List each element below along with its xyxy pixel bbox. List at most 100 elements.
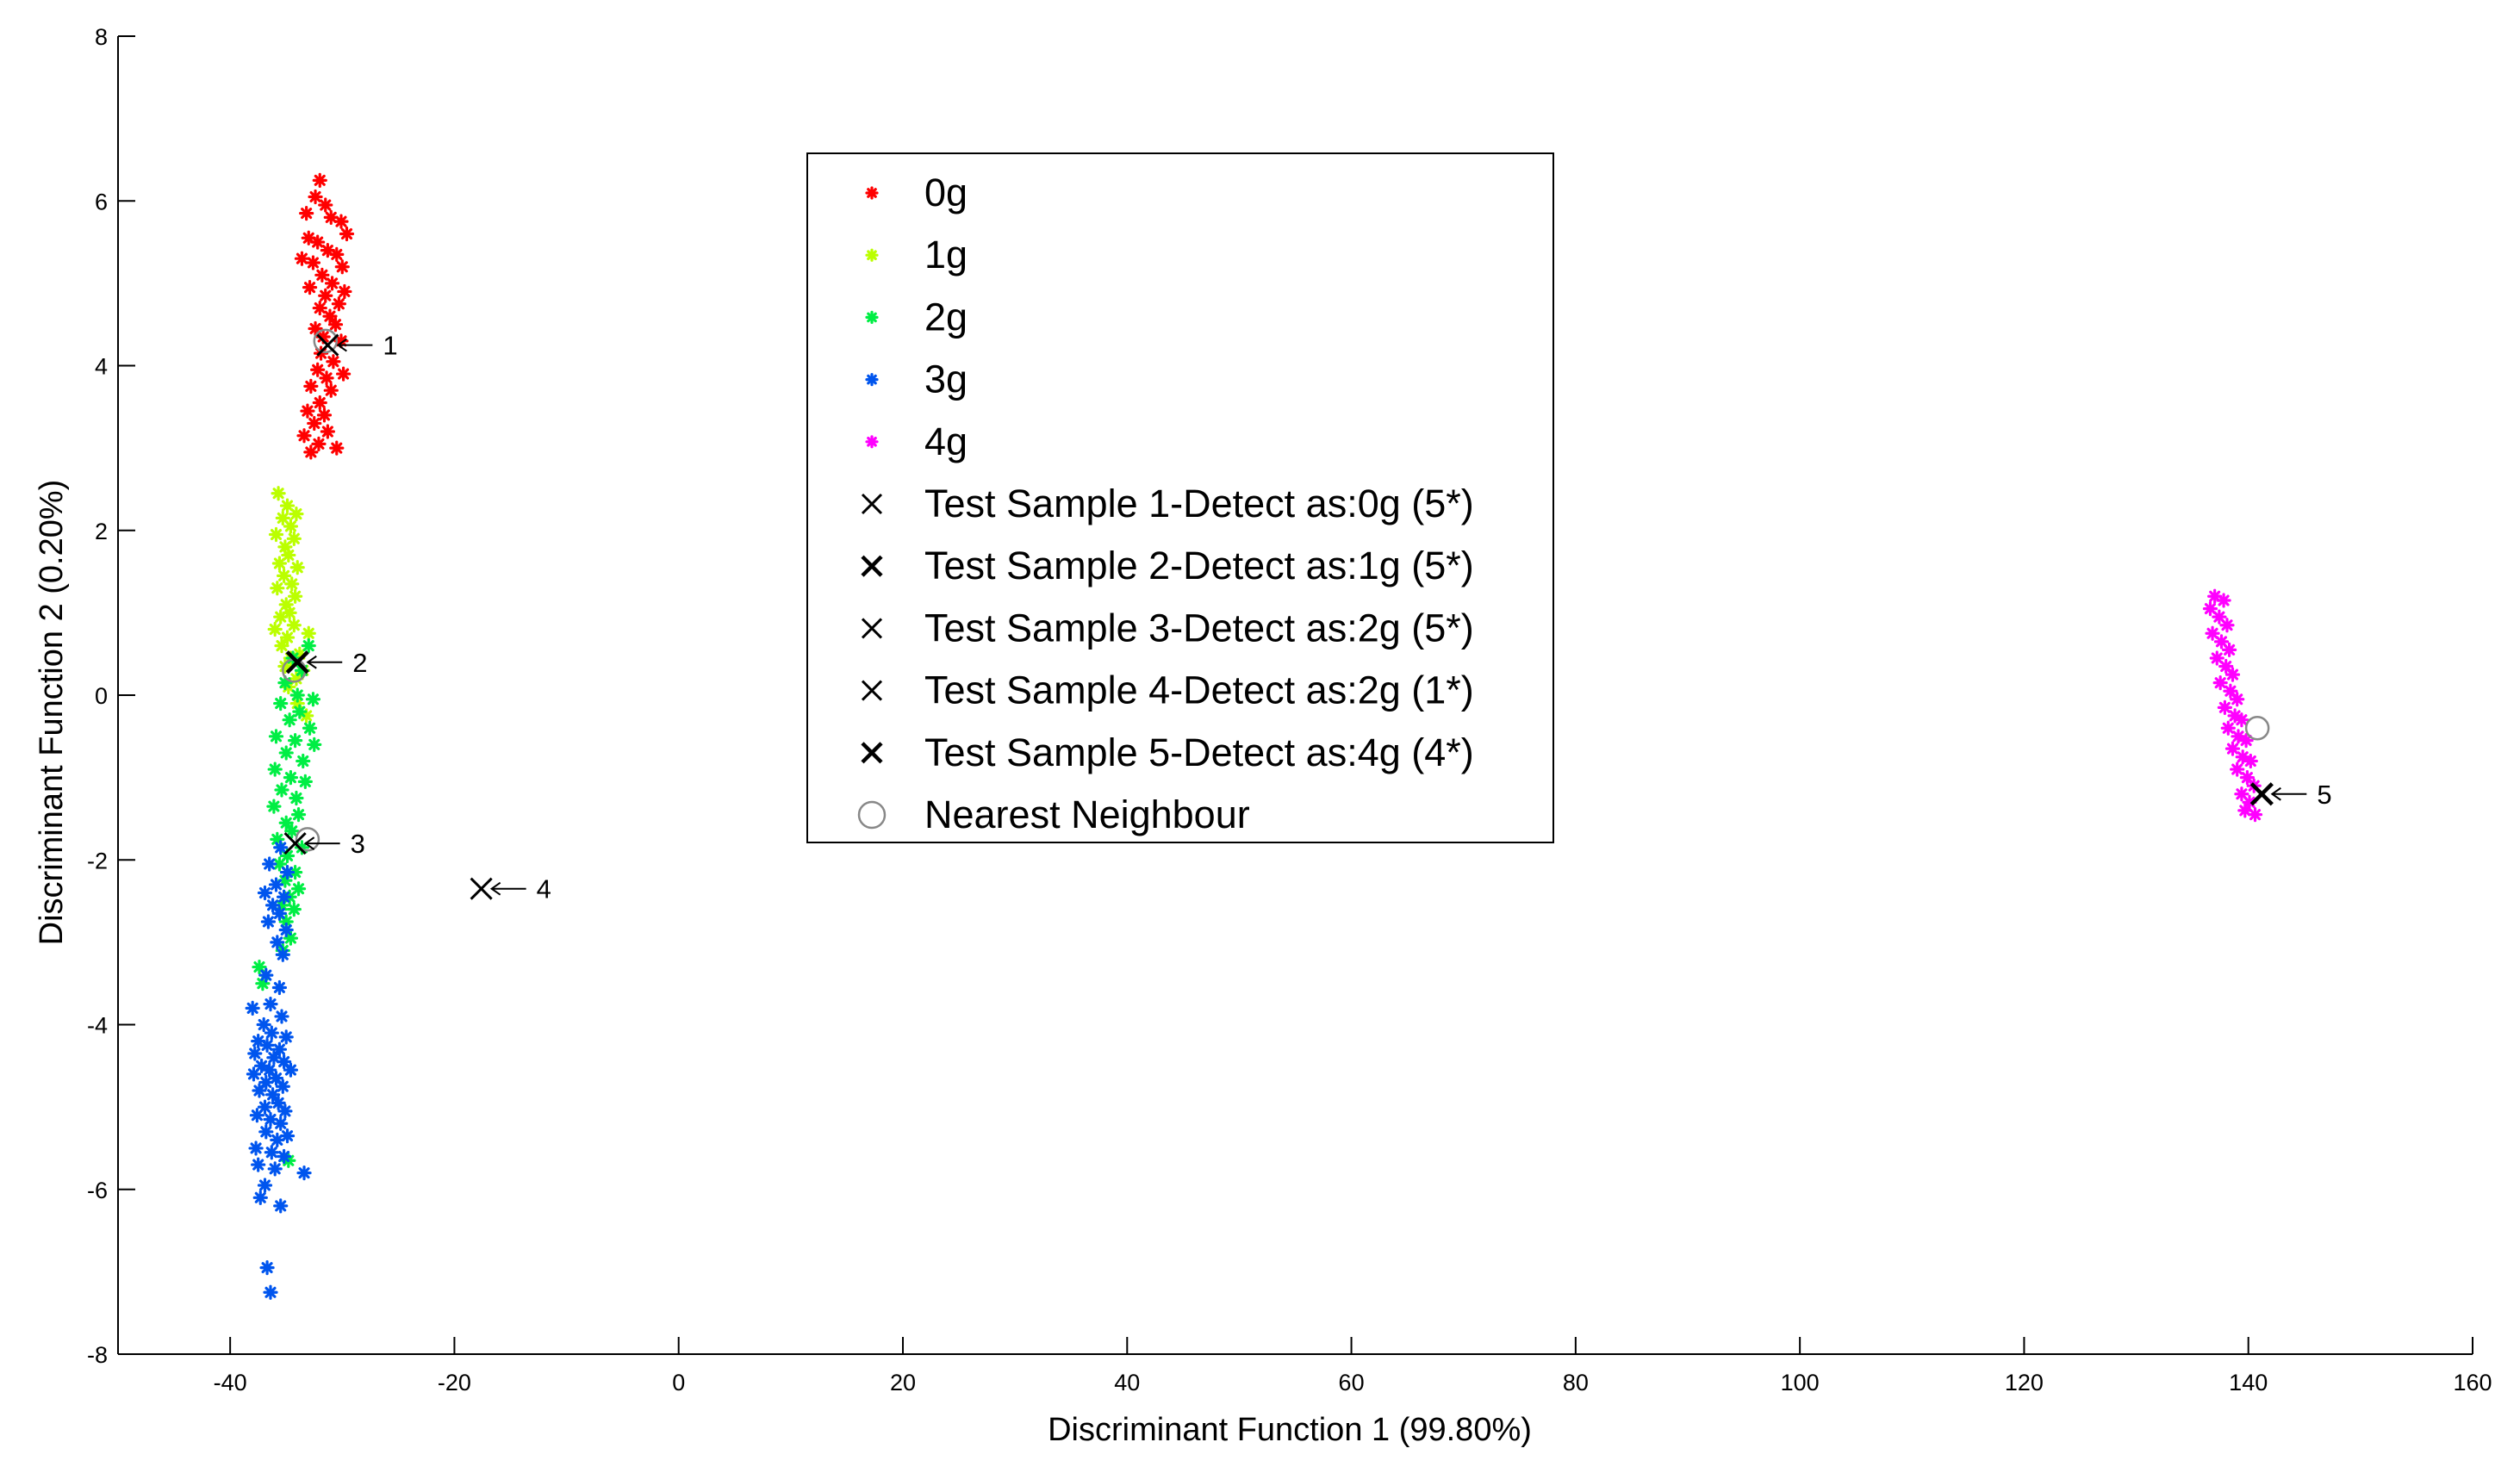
y-tick-label: 2 — [95, 519, 108, 544]
data-point — [251, 1157, 266, 1172]
legend-entry: 4g — [924, 420, 968, 463]
data-point — [264, 1025, 279, 1041]
data-point — [2217, 699, 2232, 715]
data-point — [267, 1161, 283, 1177]
data-point — [286, 531, 302, 546]
legend-marker — [865, 435, 879, 449]
data-point — [266, 799, 282, 814]
data-point — [290, 881, 307, 897]
data-point — [271, 905, 288, 922]
y-tick-label: 6 — [95, 189, 108, 214]
legend-marker — [861, 555, 883, 577]
annotation-label: 2 — [352, 648, 367, 678]
data-point — [335, 366, 352, 382]
data-point — [307, 415, 322, 432]
data-point — [275, 510, 290, 526]
data-point — [312, 395, 327, 411]
data-point — [278, 922, 294, 938]
data-point — [289, 687, 305, 703]
data-point — [274, 782, 289, 798]
data-point — [333, 214, 349, 229]
data-point — [268, 1071, 284, 1086]
legend-marker — [861, 680, 883, 701]
data-point — [273, 840, 289, 855]
legend-marker — [865, 186, 879, 200]
data-point — [303, 378, 319, 395]
data-point — [246, 1066, 262, 1082]
data-point — [283, 930, 299, 946]
data-point — [274, 638, 289, 654]
legend-marker — [861, 742, 883, 764]
data-point — [327, 317, 344, 333]
annotation-arrow — [489, 881, 526, 896]
data-point — [277, 1103, 293, 1119]
data-point — [318, 288, 333, 303]
data-point — [259, 1037, 275, 1054]
data-point — [270, 935, 285, 950]
legend-marker — [865, 373, 879, 387]
x-tick-label: -20 — [438, 1370, 471, 1396]
data-point — [337, 283, 352, 300]
data-point — [2237, 803, 2253, 818]
data-point — [305, 692, 321, 707]
data-point — [318, 197, 333, 213]
annotation-label: 4 — [537, 874, 551, 904]
data-point — [310, 362, 326, 377]
data-point — [289, 560, 305, 575]
data-point — [259, 1259, 275, 1276]
data-point — [303, 444, 319, 460]
legend-entry: Test Sample 4-Detect as:2g (1*) — [924, 668, 1474, 712]
data-point — [279, 864, 296, 880]
data-point — [267, 621, 283, 637]
data-point — [279, 498, 296, 513]
annotation-label: 3 — [351, 829, 365, 859]
data-point — [284, 576, 300, 592]
data-point — [2247, 807, 2263, 823]
data-point — [275, 947, 290, 962]
data-point — [301, 638, 316, 654]
data-point — [286, 902, 302, 917]
data-point — [262, 856, 277, 872]
y-tick-label: -2 — [87, 848, 108, 873]
legend-marker — [865, 310, 879, 324]
data-point — [268, 877, 284, 892]
data-point — [296, 1166, 312, 1181]
legend-entry: Test Sample 3-Detect as:2g (5*) — [924, 606, 1474, 650]
data-point — [296, 753, 311, 769]
data-point — [245, 1000, 260, 1016]
data-point — [266, 1050, 282, 1066]
data-point — [275, 1078, 290, 1094]
data-point — [331, 296, 346, 312]
test-samples: 1 2 3 4 5 — [282, 328, 2332, 904]
data-point — [282, 712, 297, 728]
data-point — [297, 774, 313, 790]
x-tick-label: 40 — [1114, 1370, 1140, 1396]
data-point — [312, 300, 327, 316]
data-point — [2213, 634, 2230, 650]
series-4g — [2202, 588, 2263, 823]
data-point — [273, 1198, 289, 1214]
data-point — [256, 1016, 271, 1033]
data-point — [2221, 642, 2237, 658]
data-point — [2224, 741, 2241, 756]
data-point — [249, 1108, 264, 1123]
legend-entry: Test Sample 2-Detect as:1g (5*) — [924, 544, 1474, 587]
data-point — [252, 1083, 267, 1098]
nearest-neighbour-marker — [295, 827, 320, 852]
data-point — [2212, 675, 2228, 691]
data-point — [258, 967, 274, 983]
test-sample-marker — [285, 650, 309, 674]
y-axis-ticks: -8 -6 -4 -2 0 2 4 6 8 — [87, 24, 135, 1368]
legend-entry: 2g — [924, 295, 968, 339]
legend-entry: 0g — [924, 171, 968, 214]
data-point — [305, 255, 321, 270]
data-point — [273, 1116, 289, 1131]
data-point — [2209, 650, 2224, 666]
data-point — [278, 1029, 294, 1045]
annotation-arrow — [336, 338, 373, 352]
data-point — [270, 1132, 285, 1147]
series-1g — [267, 486, 316, 724]
test-sample-marker — [283, 832, 307, 855]
data-point — [270, 581, 285, 596]
test-sample-marker — [2249, 782, 2274, 806]
